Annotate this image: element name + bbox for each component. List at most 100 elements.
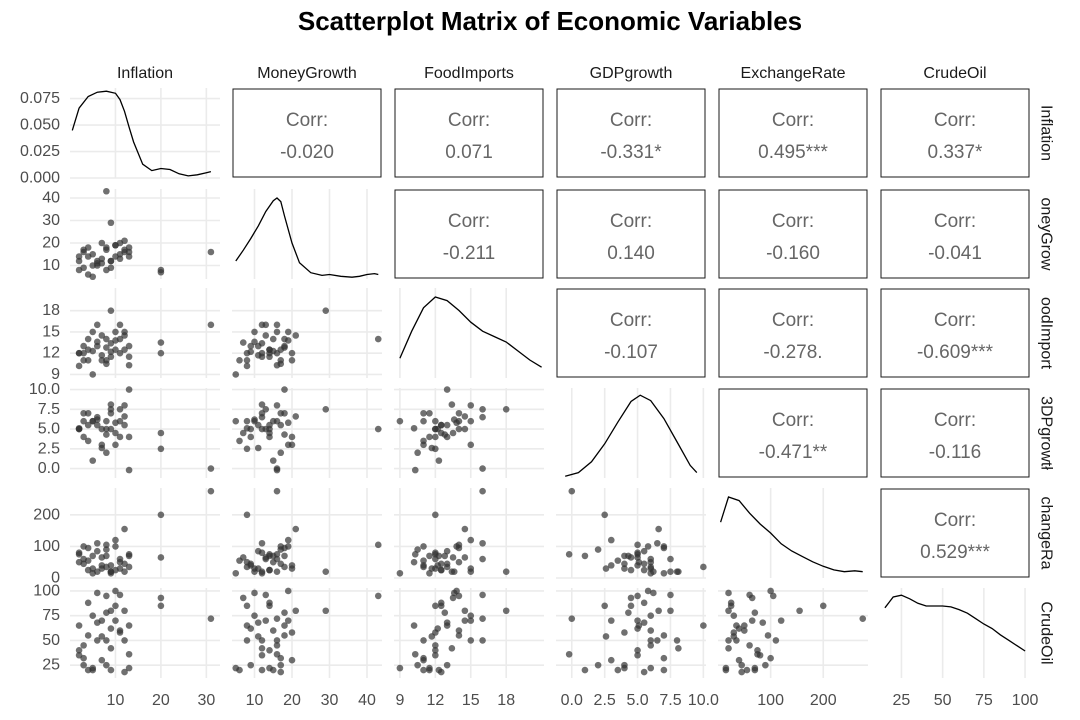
density-curve xyxy=(235,197,379,278)
scatter-point xyxy=(75,349,83,357)
scatter-point xyxy=(207,465,215,472)
scatter-point xyxy=(112,441,119,449)
density-curve xyxy=(399,296,542,368)
scatter-point xyxy=(322,406,330,413)
scatter-point xyxy=(640,566,648,574)
x-tick-label: 75 xyxy=(975,692,993,709)
scatter-point xyxy=(157,339,165,346)
scatter-point xyxy=(254,547,262,555)
scatter-point xyxy=(479,487,486,495)
scatter-point xyxy=(84,356,92,364)
scatter-point xyxy=(443,661,451,669)
scatter-point xyxy=(673,637,681,644)
scatter-point xyxy=(374,425,382,433)
scatter-point xyxy=(116,349,124,357)
scatter-point xyxy=(254,619,262,626)
panel-0-2: Corr: 0.071 xyxy=(394,88,544,178)
scatter-point xyxy=(647,642,655,649)
scatter-point xyxy=(277,421,285,429)
scatter-point xyxy=(449,429,457,437)
scatter-point xyxy=(89,612,97,619)
corr-value: -0.331* xyxy=(600,142,662,163)
scatter-point xyxy=(448,401,456,408)
scatter-point xyxy=(420,654,427,662)
scatter-point xyxy=(432,651,439,659)
scatter-point xyxy=(432,417,439,425)
scatter-point xyxy=(322,607,330,615)
scatter-point xyxy=(769,592,777,600)
scatter-point xyxy=(448,568,456,575)
corr-panel-border xyxy=(556,189,706,279)
scatter-point xyxy=(98,239,106,247)
y-tick-label: 100 xyxy=(33,538,60,555)
scatter-point xyxy=(281,622,288,629)
scatter-point xyxy=(121,525,128,533)
x-tick-label: 25 xyxy=(893,692,911,709)
scatter-point xyxy=(725,645,732,652)
scatter-point xyxy=(435,457,443,464)
scatter-point xyxy=(634,541,641,549)
scatter-point xyxy=(288,565,296,572)
scatter-point xyxy=(243,362,251,370)
scatter-point xyxy=(601,602,608,610)
corr-panel-border xyxy=(394,88,544,178)
scatter-point xyxy=(281,344,288,351)
scatter-point xyxy=(374,541,382,549)
scatter-point xyxy=(273,487,281,495)
scatter-point xyxy=(602,565,610,572)
scatter-point xyxy=(266,353,273,361)
scatter-point xyxy=(273,615,281,622)
panel-5-3 xyxy=(556,587,707,678)
scatter-point xyxy=(121,637,128,644)
scatter-point xyxy=(243,637,251,644)
scatter-point xyxy=(443,421,451,429)
scatter-point xyxy=(410,424,418,432)
scatter-point xyxy=(292,607,300,615)
scatter-point xyxy=(277,356,285,364)
scatter-point xyxy=(667,591,674,599)
y-tick-label: 25 xyxy=(42,657,60,674)
panel-3-4: Corr: -0.471** xyxy=(718,388,868,478)
scatter-point xyxy=(103,425,110,433)
density-curve xyxy=(71,90,212,177)
chart-title: Scatterplot Matrix of Economic Variables xyxy=(297,6,803,36)
scatter-point xyxy=(741,627,748,634)
scatter-point xyxy=(594,546,602,553)
scatter-point xyxy=(80,417,87,425)
scatter-point xyxy=(594,661,602,669)
corr-title: Corr: xyxy=(934,110,976,131)
scatter-point xyxy=(103,661,110,669)
scatter-point xyxy=(262,617,270,624)
scatter-point xyxy=(273,642,281,649)
scatter-point xyxy=(273,402,281,409)
column-strip-label: MoneyGrowth xyxy=(257,65,357,82)
scatter-point xyxy=(269,335,277,343)
scatter-point xyxy=(621,560,628,568)
scatter-point xyxy=(103,592,110,600)
scatter-point xyxy=(93,619,101,626)
scatter-point xyxy=(281,632,288,639)
scatter-point xyxy=(273,637,281,644)
scatter-point xyxy=(640,599,648,607)
scatter-point xyxy=(748,617,756,624)
scatter-point xyxy=(80,543,87,550)
x-tick-label: 100 xyxy=(1012,692,1039,709)
scatter-point xyxy=(251,338,258,346)
scatter-point xyxy=(735,625,743,632)
scatter-point xyxy=(116,433,124,441)
y-tick-label: 30 xyxy=(42,212,60,229)
panel-2-3: Corr: -0.107 xyxy=(556,288,706,378)
scatter-point xyxy=(243,356,251,364)
scatter-point xyxy=(607,617,615,624)
x-tick-label: 30 xyxy=(197,692,215,709)
x-tick-label: 10.0 xyxy=(688,692,719,709)
corr-title: Corr: xyxy=(448,110,490,131)
scatter-point xyxy=(479,637,486,644)
scatter-point xyxy=(461,525,469,533)
panel-4-5: Corr: 0.529*** xyxy=(880,488,1030,578)
scatter-point xyxy=(284,337,292,344)
scatter-point xyxy=(607,562,615,569)
corr-panel-border xyxy=(880,488,1030,578)
scatter-point xyxy=(84,437,92,445)
